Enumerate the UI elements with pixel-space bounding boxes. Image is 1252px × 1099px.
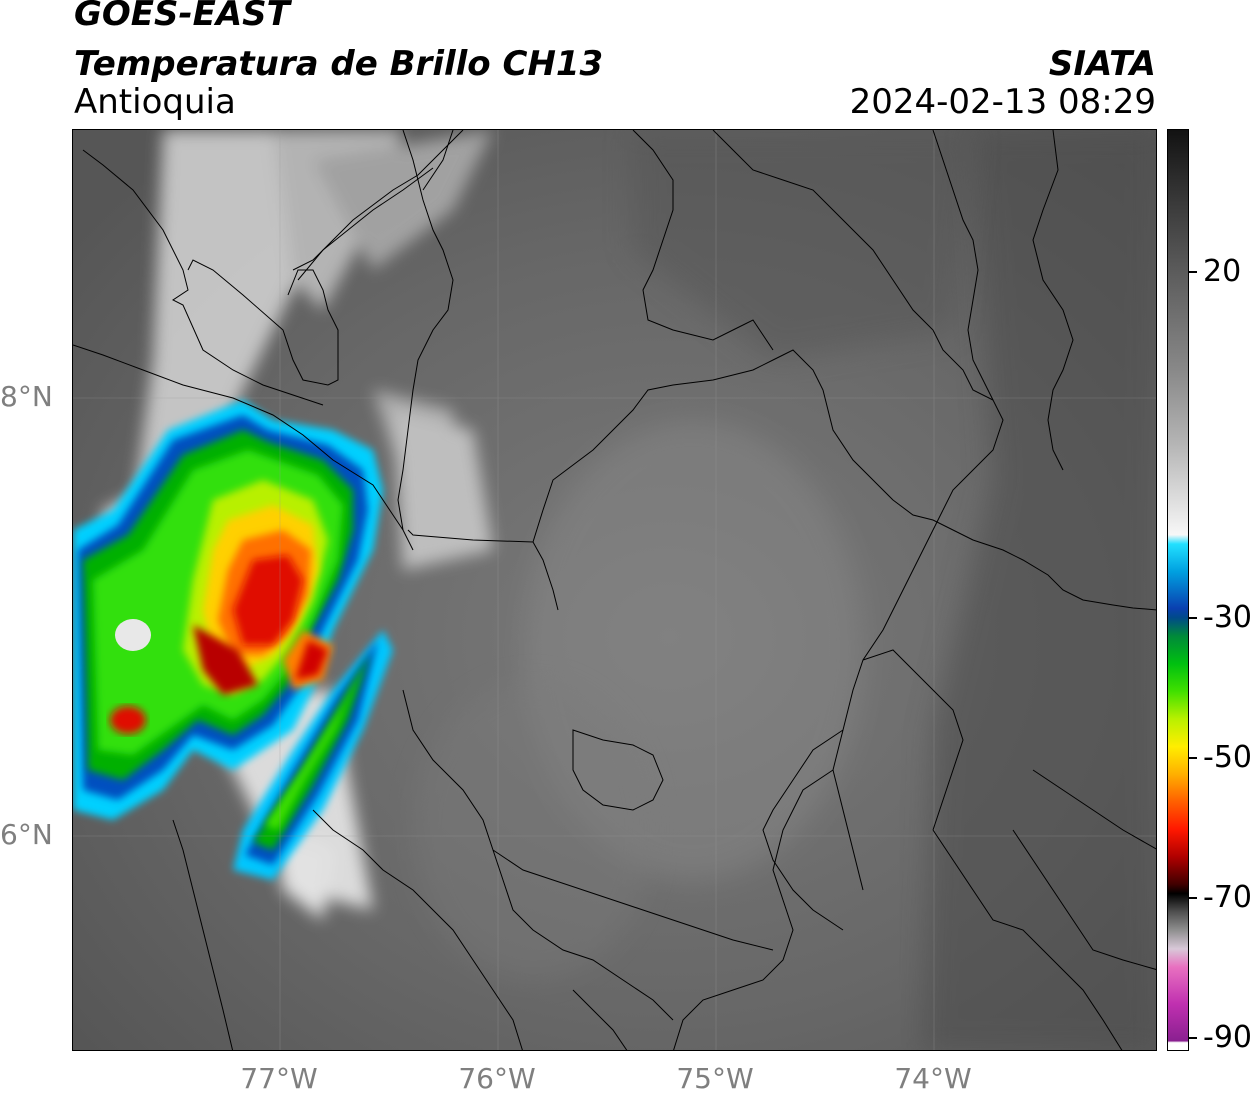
boundaries bbox=[73, 130, 1156, 1050]
colorbar-label-20: 20 bbox=[1203, 254, 1242, 289]
colorbar-label-minus90: -90 bbox=[1203, 1020, 1252, 1055]
satellite-title: GOES-EAST bbox=[74, 0, 290, 34]
colorbar-tick bbox=[1189, 757, 1197, 759]
product-title: Temperatura de Brillo CH13 bbox=[74, 44, 604, 84]
satellite-map[interactable] bbox=[72, 129, 1157, 1051]
colorbar-label-minus30: -30 bbox=[1203, 600, 1252, 635]
colorbar-tick bbox=[1189, 271, 1197, 273]
colorbar bbox=[1167, 129, 1189, 1051]
colorbar-tick bbox=[1189, 617, 1197, 619]
lon-label-76w: 76°W bbox=[458, 1062, 536, 1095]
graticule bbox=[73, 130, 1156, 1050]
colorbar-tick bbox=[1189, 1037, 1197, 1039]
region-label: Antioquia bbox=[74, 82, 236, 122]
colorbar-label-minus50: -50 bbox=[1203, 740, 1252, 775]
lat-label-8n: 8°N bbox=[0, 380, 53, 413]
lat-label-6n: 6°N bbox=[0, 818, 53, 851]
colorbar-label-minus70: -70 bbox=[1203, 880, 1252, 915]
lon-label-74w: 74°W bbox=[894, 1062, 972, 1095]
map-canvas bbox=[73, 130, 1156, 1050]
lon-label-75w: 75°W bbox=[676, 1062, 754, 1095]
convective-band-south bbox=[233, 630, 393, 880]
lon-label-77w: 77°W bbox=[240, 1062, 318, 1095]
organization-label: SIATA bbox=[1048, 44, 1156, 84]
colorbar-tick bbox=[1189, 897, 1197, 899]
convective-cell-west bbox=[73, 400, 383, 820]
timestamp-label: 2024-02-13 08:29 bbox=[849, 82, 1156, 122]
